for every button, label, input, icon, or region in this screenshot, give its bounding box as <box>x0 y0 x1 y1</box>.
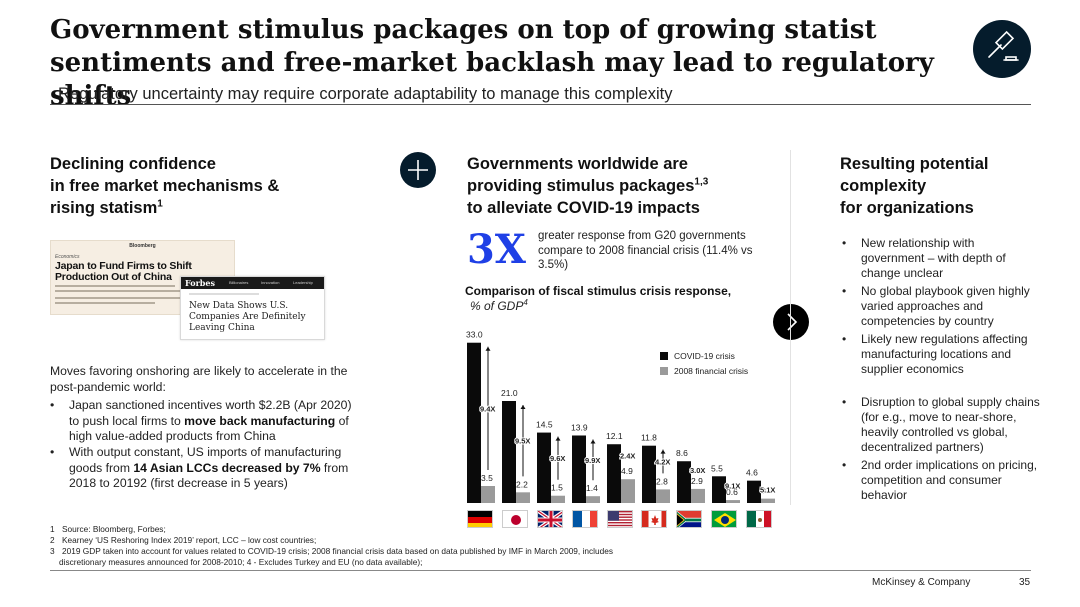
legend-label-covid: COVID-19 crisis <box>674 351 735 361</box>
bar-2008 <box>656 489 670 503</box>
legend-swatch-2008 <box>660 367 668 375</box>
title-divider <box>50 104 1031 105</box>
multiplier-label: 9.4X <box>480 404 495 413</box>
right-heading: Resulting potential complexity for organ… <box>840 155 989 217</box>
value-label-covid: 13.9 <box>571 422 588 432</box>
value-label-covid: 21.0 <box>501 388 518 398</box>
bar-covid <box>572 435 586 503</box>
onshoring-intro: Moves favoring onshoring are likely to a… <box>50 364 348 394</box>
multiplier-label: 3.0X <box>690 466 705 475</box>
chart-subtitle: % of GDP4 <box>470 298 528 314</box>
bar-2008 <box>516 492 530 503</box>
bullet-marker: • <box>842 395 847 409</box>
value-label-2008: 3.5 <box>481 473 493 483</box>
column-divider <box>790 150 791 505</box>
arrow-head <box>660 449 666 454</box>
footnotes: 1 Source: Bloomberg, Forbes; 2 Kearney ‘US… <box>50 524 613 567</box>
japan-flag-icon <box>502 510 528 528</box>
legend-label-2008: 2008 financial crisis <box>674 366 748 376</box>
arrow-head <box>520 405 526 409</box>
bullet-marker: • <box>50 398 55 412</box>
multiplier-label: 5.1X <box>760 486 775 495</box>
middle-heading: Governments worldwide are providing stim… <box>467 155 709 217</box>
value-label-covid: 4.6 <box>746 468 758 478</box>
value-label-covid: 33.0 <box>466 330 483 340</box>
bar-covid <box>607 444 621 503</box>
big-stat-description: greater response from G20 governments co… <box>538 230 753 271</box>
left-bullet-1: Japan sanctioned incentives worth $2.2B … <box>69 398 352 443</box>
bar-2008 <box>621 479 635 503</box>
brand-name: McKinsey & Company <box>872 577 971 588</box>
bullet-marker: • <box>842 332 847 346</box>
arrow-head <box>485 346 491 351</box>
value-label-2008: 4.9 <box>621 466 633 476</box>
multiplier-label: 4.2X <box>655 458 670 467</box>
bar-covid <box>712 476 726 503</box>
value-label-covid: 5.5 <box>711 463 723 473</box>
multiplier-label: 9.9X <box>585 456 600 465</box>
bullet-marker: • <box>842 458 847 472</box>
right-bullet: 2nd order implications on pricing, compe… <box>861 458 1038 502</box>
mexico-flag-icon <box>746 510 772 528</box>
bar-covid <box>642 445 656 503</box>
germany-flag-icon <box>467 510 493 528</box>
value-label-2008: 2.8 <box>656 476 668 486</box>
left-bullet-2: With output constant, US imports of manu… <box>69 445 349 490</box>
usa-flag-icon <box>607 510 633 528</box>
forbes-clipping: Forbes Billionaires Innovation Leadershi… <box>180 276 325 340</box>
chart-title: Comparison of fiscal stimulus crisis res… <box>465 284 732 298</box>
gavel-icon <box>973 20 1031 78</box>
chevron-right-icon <box>773 304 809 340</box>
plus-icon <box>400 152 436 188</box>
left-heading: Declining confidence in free market mech… <box>50 155 280 217</box>
right-bullet: Likely new regulations affecting manufac… <box>861 332 1028 376</box>
value-label-2008: 1.5 <box>551 483 563 493</box>
right-bullet: Disruption to global supply chains (for … <box>861 395 1040 454</box>
bar-2008 <box>551 495 565 503</box>
canada-flag-icon <box>641 510 667 528</box>
bar-2008 <box>726 500 740 503</box>
uk-flag-icon <box>537 510 563 528</box>
bullet-marker: • <box>842 284 847 298</box>
bar-2008 <box>761 498 775 503</box>
value-label-covid: 8.6 <box>676 448 688 458</box>
value-label-2008: 2.9 <box>691 476 703 486</box>
france-flag-icon <box>572 510 598 528</box>
page-subtitle: Regulatory uncertainty may require corpo… <box>58 85 673 103</box>
right-bullet: New relationship with government – with … <box>861 236 1006 280</box>
bar-2008 <box>586 496 600 503</box>
bar-covid <box>467 342 481 503</box>
value-label-covid: 14.5 <box>536 420 553 430</box>
bar-covid <box>537 432 551 503</box>
brazil-flag-icon <box>711 510 737 528</box>
footer-divider <box>50 570 1031 571</box>
stimulus-bar-chart: 33.0 3.5 9.4X 21.0 2.2 9.5X 14.5 1.5 9.6X 13.9 1.4… <box>466 330 776 503</box>
bullet-marker: • <box>842 236 847 250</box>
bar-covid <box>677 461 691 503</box>
bar-covid <box>747 480 761 503</box>
south-africa-flag-icon <box>676 510 702 528</box>
value-label-covid: 11.8 <box>641 433 657 443</box>
arrow-head <box>555 436 561 441</box>
multiplier-label: 9.6X <box>550 454 565 463</box>
bar-2008 <box>481 486 495 503</box>
arrow-head <box>590 439 596 444</box>
right-bullet: No global playbook given highly varied a… <box>861 284 1030 328</box>
bar-2008 <box>691 488 705 503</box>
page-title: Government stimulus packages on top of g… <box>50 15 934 111</box>
multiplier-label: 2.4X <box>620 452 635 461</box>
value-label-2008: 2.2 <box>516 479 528 489</box>
bullet-marker: • <box>50 445 55 459</box>
value-label-covid: 12.1 <box>606 431 623 441</box>
value-label-2008: 0.6 <box>726 487 738 497</box>
legend-swatch-covid <box>660 352 668 360</box>
big-stat: 3X <box>467 226 526 273</box>
page-number: 35 <box>1019 577 1031 588</box>
bar-covid <box>502 401 516 503</box>
value-label-2008: 0.9 <box>761 486 773 496</box>
value-label-2008: 1.4 <box>586 483 598 493</box>
multiplier-label: 9.1X <box>725 481 740 490</box>
multiplier-label: 9.5X <box>515 437 530 446</box>
